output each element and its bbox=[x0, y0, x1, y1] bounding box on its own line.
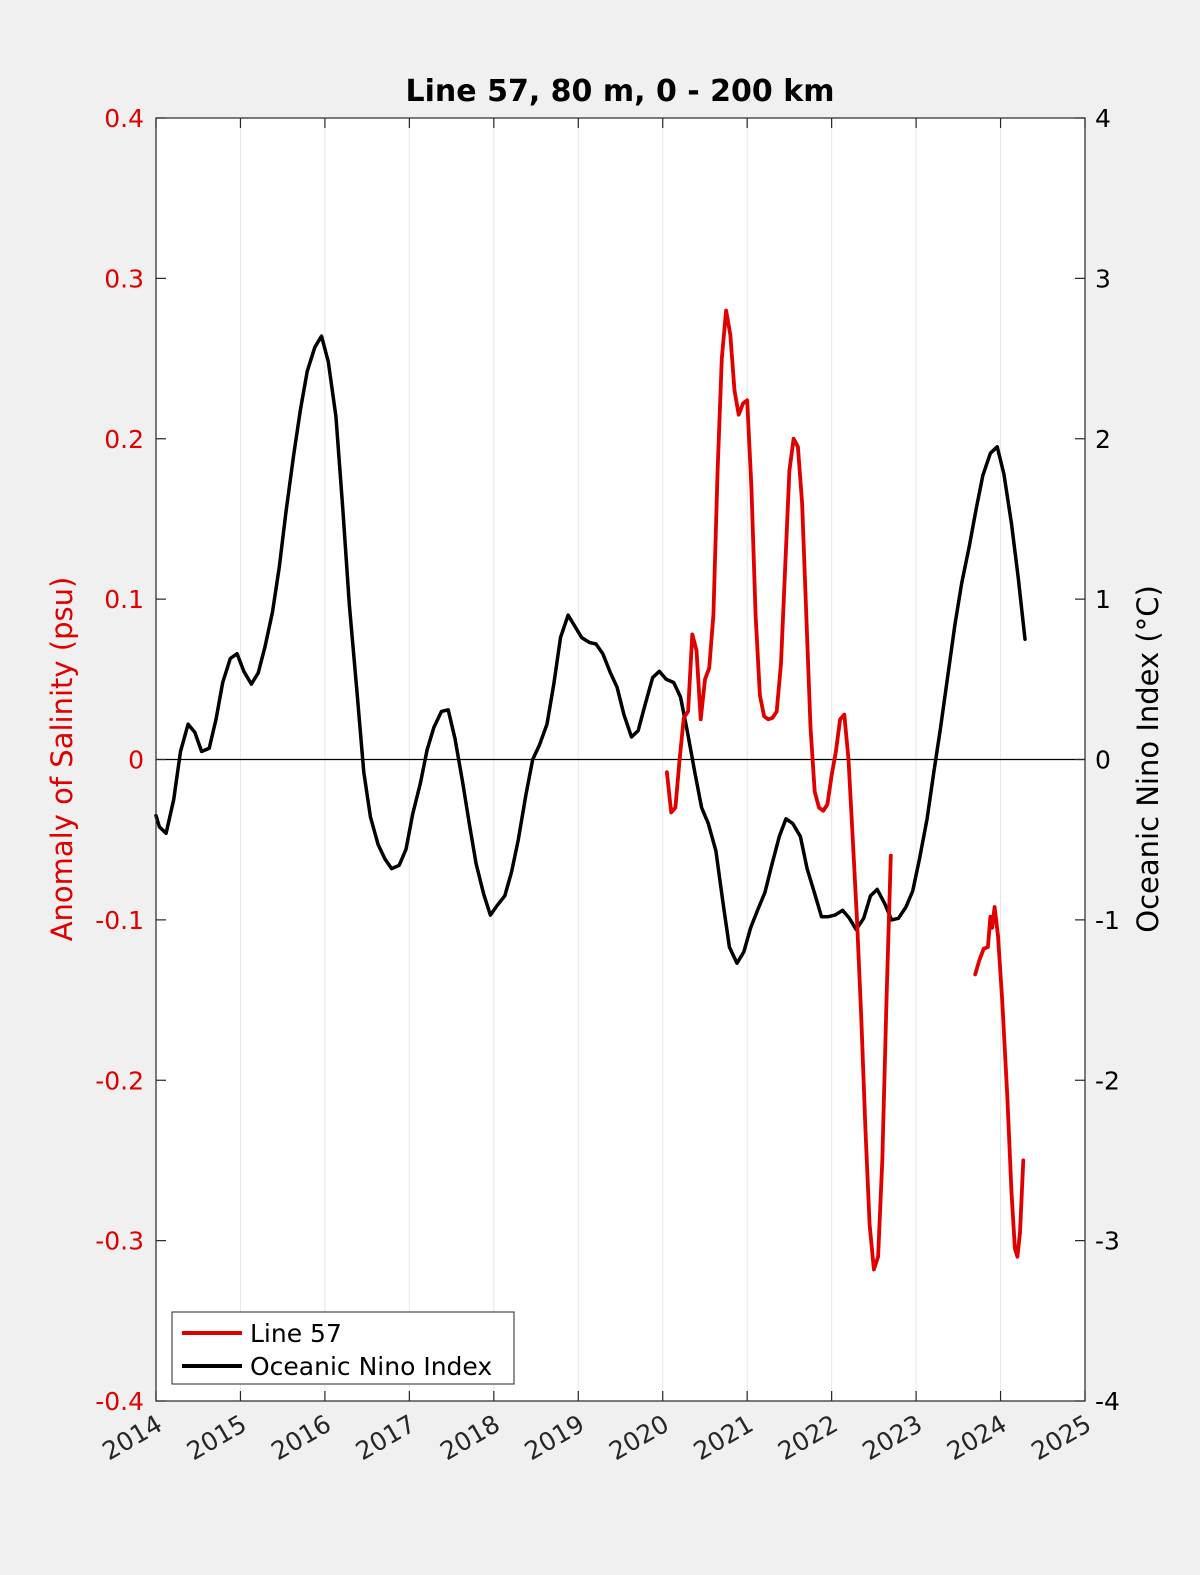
y-tick-label-left: -0.1 bbox=[95, 906, 144, 935]
legend-label-oni: Oceanic Nino Index bbox=[250, 1352, 492, 1381]
y-tick-label-left: 0.3 bbox=[104, 264, 144, 293]
series-line-line-57-segment-2 bbox=[973, 905, 1026, 1259]
y-axis-label-right: Oceanic Nino Index (°C) bbox=[1131, 585, 1165, 933]
y-tick-label-left: 0.1 bbox=[104, 585, 144, 614]
legend: Line 57 Oceanic Nino Index bbox=[171, 1311, 515, 1385]
ticks bbox=[155, 117, 1086, 1402]
y-tick-label-left: 0.4 bbox=[104, 104, 144, 133]
y-tick-label-right: -2 bbox=[1095, 1066, 1120, 1095]
y-tick-label-left: -0.3 bbox=[95, 1227, 144, 1256]
series-line-line-57-segment-1 bbox=[665, 308, 893, 1272]
chart-title: Line 57, 80 m, 0 - 200 km bbox=[406, 74, 835, 109]
y-tick-label-left: -0.2 bbox=[95, 1066, 144, 1095]
y-tick-label-right: -3 bbox=[1095, 1227, 1120, 1256]
y-axis-label-left: Anomaly of Salinity (psu) bbox=[45, 577, 79, 942]
series-layer bbox=[154, 308, 1027, 1272]
y-tick-label-right: 0 bbox=[1095, 746, 1111, 775]
y-tick-label-left: 0 bbox=[128, 746, 144, 775]
y-tick-label-right: -1 bbox=[1095, 906, 1120, 935]
y-tick-label-right: -4 bbox=[1095, 1387, 1120, 1416]
legend-label-line-57: Line 57 bbox=[250, 1319, 342, 1348]
y-tick-label-right: 2 bbox=[1095, 425, 1111, 454]
legend-box bbox=[171, 1311, 515, 1385]
y-tick-label-left: -0.4 bbox=[95, 1387, 144, 1416]
y-tick-label-right: 3 bbox=[1095, 264, 1111, 293]
y-tick-label-left: 0.2 bbox=[104, 425, 144, 454]
series-line-oni bbox=[154, 334, 1027, 965]
y-tick-label-right: 1 bbox=[1095, 585, 1111, 614]
y-tick-label-right: 4 bbox=[1095, 104, 1111, 133]
